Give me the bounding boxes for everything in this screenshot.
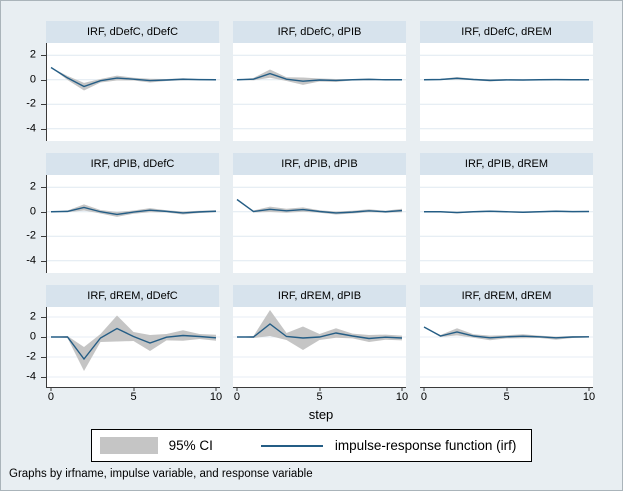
x-tick-mark — [423, 387, 425, 391]
irf-label: impulse-response function (irf) — [334, 438, 517, 453]
x-tick-mark — [588, 387, 590, 391]
panel-dpib-ddefc: IRF, dPIB, dDefC 2 0 -2 -4 — [26, 153, 220, 273]
panel-title: IRF, dPIB, dDefC — [46, 153, 219, 175]
y-tick-label: -4 — [26, 254, 36, 267]
y-tick-mark — [41, 260, 46, 262]
irf-line-sample — [260, 444, 323, 447]
x-axis-title: step — [308, 407, 334, 422]
panel-drem-dpib: IRF, dREM, dPIB 0 5 10 — [233, 285, 408, 403]
x-tick-mark — [50, 387, 52, 391]
x-tick-label: 0 — [47, 391, 55, 403]
y-tick-mark — [41, 104, 46, 106]
plot-area — [233, 43, 406, 141]
x-tick-label: 0 — [233, 391, 241, 403]
x-tick-mark — [215, 387, 217, 391]
y-tick-mark — [41, 211, 46, 213]
x-tick-label: 0 — [420, 391, 428, 403]
x-tick-mark — [506, 387, 507, 391]
panel-title: IRF, dREM, dPIB — [233, 285, 406, 307]
irf-plot-8 — [420, 316, 593, 378]
irf-plot-7 — [233, 310, 406, 378]
y-tick-mark — [41, 236, 46, 238]
x-tick-mark — [401, 387, 403, 391]
plot-area: 0 5 10 — [233, 307, 408, 403]
x-tick-mark — [319, 387, 320, 391]
panel-title: IRF, dREM, dREM — [420, 285, 593, 307]
y-tick-label: 0 — [29, 73, 36, 86]
irf-plot-0 — [47, 54, 220, 130]
y-tick-label: 2 — [29, 310, 36, 323]
irf-plot-4 — [233, 186, 406, 262]
x-tick-label: 5 — [316, 391, 323, 403]
x-tick-mark — [133, 387, 134, 391]
irf-plot-3 — [47, 186, 220, 262]
panel-ddefc-drem: IRF, dDefC, dREM — [420, 21, 593, 141]
panel-grid: IRF, dDefC, dDefC 2 0 -2 -4 IRF, dDefC, … — [26, 21, 596, 403]
y-tick-label: -2 — [26, 97, 36, 110]
panel-drem-drem: IRF, dREM, dREM 0 5 10 — [420, 285, 595, 403]
plot-area: 2 0 -2 -4 — [26, 175, 220, 273]
x-axis: 0 5 10 — [47, 387, 223, 404]
y-tick-mark — [41, 317, 46, 318]
graphs-by-note: Graphs by irfname, impulse variable, and… — [9, 468, 313, 480]
y-tick-label: 0 — [29, 330, 36, 343]
y-tick-label: -4 — [26, 370, 36, 383]
panel-title: IRF, dPIB, dPIB — [233, 153, 406, 175]
x-tick-label: 10 — [209, 391, 223, 403]
irf-plot-2 — [420, 54, 593, 130]
y-tick-mark — [41, 79, 46, 81]
y-tick-mark — [41, 337, 46, 338]
irf-plot-5 — [420, 186, 593, 262]
x-tick-label: 5 — [130, 391, 137, 403]
y-tick-mark — [41, 357, 46, 358]
panel-drem-ddefc: IRF, dREM, dDefC 2 0 -2 -4 0 — [26, 285, 222, 403]
panel-ddefc-ddefc: IRF, dDefC, dDefC 2 0 -2 -4 — [26, 21, 220, 141]
panel-title: IRF, dPIB, dREM — [420, 153, 593, 175]
y-tick-label: 2 — [29, 180, 36, 193]
panel-title: IRF, dDefC, dREM — [420, 21, 593, 43]
y-tick-label: 0 — [29, 205, 36, 218]
y-tick-mark — [41, 377, 46, 378]
y-tick-label: -2 — [26, 229, 36, 242]
x-tick-mark — [236, 387, 238, 391]
y-tick-mark — [41, 187, 46, 189]
y-tick-label: -4 — [26, 122, 36, 135]
y-tick-label: -2 — [26, 350, 36, 363]
panel-dpib-dpib: IRF, dPIB, dPIB — [233, 153, 406, 273]
plot-area: 2 0 -2 -4 — [26, 43, 220, 141]
legend: 95% CI impulse-response function (irf) — [90, 429, 533, 462]
plot-area: 0 5 10 — [420, 307, 595, 403]
y-tick-mark — [41, 55, 46, 57]
plot-area — [420, 43, 593, 141]
x-tick-label: 5 — [503, 391, 510, 403]
irf-plot-1 — [233, 54, 406, 130]
panel-title: IRF, dREM, dDefC — [46, 285, 219, 307]
x-tick-label: 10 — [582, 391, 596, 403]
ci-label: 95% CI — [168, 438, 213, 453]
y-axis: 2 0 -2 -4 — [6, 307, 46, 387]
irf-plot-6 — [47, 315, 220, 378]
y-tick-mark — [41, 128, 46, 130]
panel-title: IRF, dDefC, dPIB — [233, 21, 406, 43]
x-tick-label: 10 — [395, 391, 409, 403]
plot-area — [233, 175, 406, 273]
panel-title: IRF, dDefC, dDefC — [46, 21, 219, 43]
y-axis: 2 0 -2 -4 — [6, 43, 46, 141]
y-tick-label: 2 — [29, 48, 36, 61]
x-axis: 0 5 10 — [233, 387, 409, 404]
panel-ddefc-dpib: IRF, dDefC, dPIB — [233, 21, 406, 141]
plot-area — [420, 175, 593, 273]
y-axis: 2 0 -2 -4 — [6, 175, 46, 273]
panel-dpib-drem: IRF, dPIB, dREM — [420, 153, 593, 273]
plot-area: 2 0 -2 -4 0 5 10 — [26, 307, 222, 403]
ci-swatch — [99, 437, 158, 454]
x-axis: 0 5 10 — [420, 387, 596, 404]
